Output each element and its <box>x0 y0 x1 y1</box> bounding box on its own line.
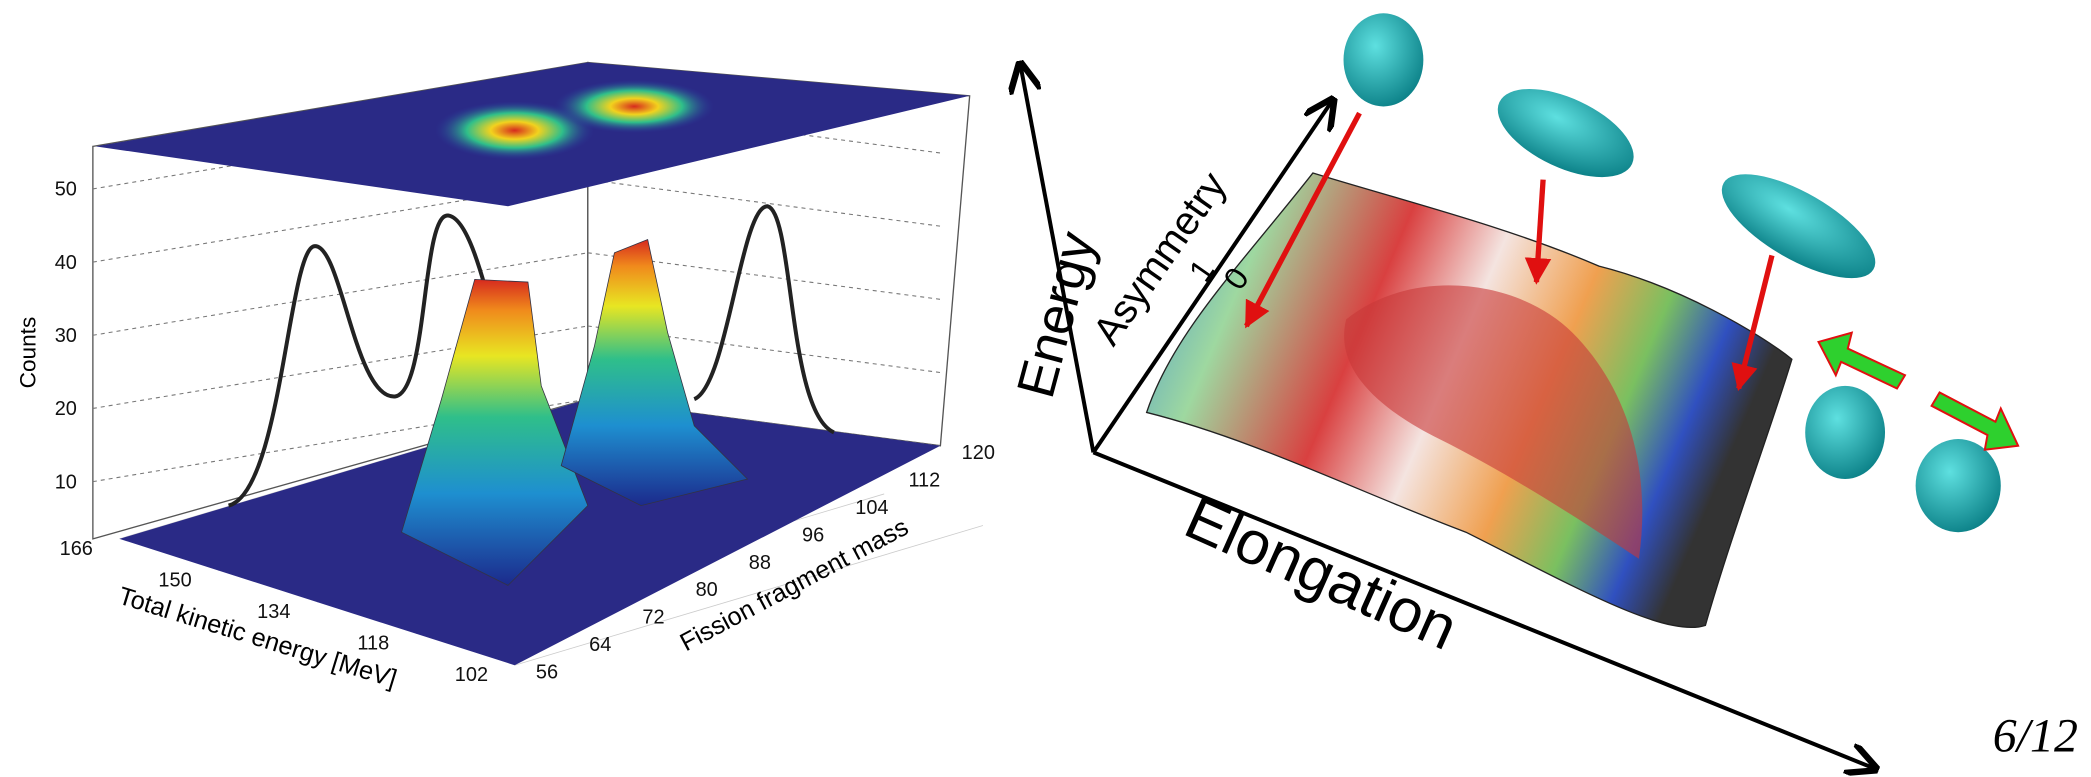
tke-tick-label: 150 <box>158 569 191 591</box>
z-tick-label: 40 <box>55 252 77 274</box>
page: Counts Total kinetic energy [MeV] Fissio… <box>0 0 2091 777</box>
mass-tick-label: 88 <box>749 552 771 574</box>
left-plot: Counts Total kinetic energy [MeV] Fissio… <box>16 63 995 694</box>
mass-tick-label: 96 <box>802 524 824 546</box>
mass-tick-label: 104 <box>855 497 888 519</box>
asymmetry-tick: 1 <box>1182 253 1222 288</box>
z-tick-label: 10 <box>55 471 77 493</box>
tke-tick-label: 166 <box>60 538 93 560</box>
mass-tick-label: 112 <box>908 469 940 491</box>
mass-tick-label: 56 <box>536 662 558 684</box>
tke-tick-label: 134 <box>257 601 290 623</box>
tke-tick-label: 118 <box>357 633 389 655</box>
tke-tick-label: 102 <box>455 664 488 686</box>
nucleus-shape <box>1344 13 1424 106</box>
page-number: 6/12 <box>1993 710 2078 763</box>
mass-tick-label: 72 <box>642 607 664 629</box>
z-tick-label: 20 <box>55 398 77 420</box>
mass-tick-label: 120 <box>962 442 995 464</box>
green-arrow <box>1932 392 2018 449</box>
nucleus-shape <box>1916 439 2001 532</box>
green-arrow <box>1819 333 1905 389</box>
z-tick-label: 30 <box>55 325 77 347</box>
z-axis-label: Counts <box>16 317 41 389</box>
slide: Counts Total kinetic energy [MeV] Fissio… <box>0 0 2091 777</box>
nucleus-shape <box>1805 386 1885 479</box>
mass-tick-label: 80 <box>696 579 718 601</box>
heat-spot <box>555 80 715 133</box>
nucleus-shape <box>1485 71 1647 196</box>
energy-label: Energy <box>1006 225 1107 403</box>
mass-tick-label: 64 <box>589 634 611 656</box>
right-plot: Energy Asymmetry 1 0 Elongation <box>1006 13 2018 769</box>
z-tick-label: 50 <box>55 179 77 201</box>
nucleus-shape <box>1707 154 1890 298</box>
